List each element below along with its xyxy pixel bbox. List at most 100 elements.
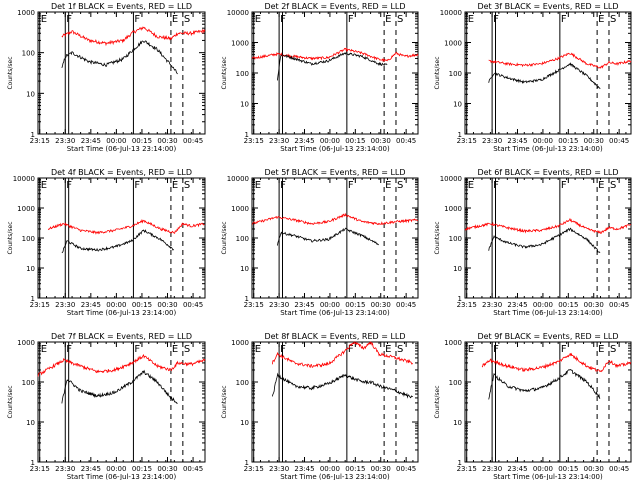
chart-panel-8: Det 8f BLACK = Events, RED = LLD 1 10 100 10… — [221, 332, 419, 480]
chart-panel-1: Det 1f BLACK = Events, RED = LLD 1 10 100 10… — [7, 2, 206, 153]
plot-frame — [251, 11, 419, 135]
y-axis-label: Counts/sec — [434, 385, 441, 418]
x-tick-label: 00:00 — [533, 137, 553, 145]
x-tick-label: 00:15 — [345, 301, 365, 309]
marker-label: S — [610, 180, 616, 191]
y-tick-label: 1 — [31, 295, 35, 303]
x-tick-label: 23:30 — [269, 301, 289, 309]
panel-title: Det 8f BLACK = Events, RED = LLD — [264, 332, 405, 341]
marker-label: S — [397, 180, 403, 191]
x-tick-label: 23:45 — [507, 137, 527, 145]
y-tick-label: 1 — [458, 459, 462, 467]
x-tick-label: 00:30 — [371, 465, 391, 473]
y-tick-label: 10 — [26, 90, 35, 98]
events-series-line — [488, 369, 601, 400]
x-tick-label: 00:15 — [132, 137, 152, 145]
marker-label: S — [184, 14, 190, 25]
x-tick-label: 00:00 — [533, 301, 553, 309]
x-tick-label: 00:30 — [371, 137, 391, 145]
panel-title: Det 6f BLACK = Events, RED = LLD — [477, 168, 618, 177]
x-tick-label: 00:45 — [609, 137, 629, 145]
marker-label: F — [280, 344, 286, 355]
marker-label: E — [172, 14, 178, 25]
plot-frame — [37, 177, 206, 299]
marker-label: F — [561, 344, 567, 355]
marker-label: F — [348, 14, 354, 25]
marker-label: F — [134, 180, 140, 191]
plot-frame — [37, 341, 206, 463]
x-axis-label: Start Time (06-Jul-13 23:14:00) — [67, 309, 177, 317]
x-tick-label: 23:15 — [457, 137, 477, 145]
panel-title: Det 2f BLACK = Events, RED = LLD — [264, 2, 405, 11]
x-tick-label: 00:30 — [157, 301, 177, 309]
y-tick-label: 10 — [453, 419, 462, 427]
x-axis-label: Start Time (06-Jul-13 23:14:00) — [280, 145, 390, 153]
x-tick-label: 00:30 — [157, 465, 177, 473]
x-tick-label: 00:30 — [584, 465, 604, 473]
chart-panel-6: Det 6f BLACK = Events, RED = LLD 1 10 100 10… — [434, 168, 632, 317]
y-tick-label: 1 — [458, 131, 462, 139]
y-tick-label: 10 — [453, 101, 462, 109]
plot-frame — [251, 177, 419, 299]
marker-label: S — [184, 344, 190, 355]
panel-title: Det 7f BLACK = Events, RED = LLD — [51, 332, 192, 341]
x-tick-label: 23:15 — [244, 465, 264, 473]
y-axis-label: Counts/sec — [7, 56, 14, 89]
marker-label: E — [41, 14, 47, 25]
x-tick-label: 00:15 — [345, 137, 365, 145]
marker-label: E — [255, 344, 261, 355]
marker-label: S — [610, 344, 616, 355]
marker-label: F — [493, 180, 499, 191]
x-axis-label: Start Time (06-Jul-13 23:14:00) — [493, 309, 603, 317]
x-tick-label: 00:45 — [396, 301, 416, 309]
y-tick-label: 1000 — [231, 40, 249, 48]
marker-label: F — [134, 14, 140, 25]
chart-panel-7: Det 7f BLACK = Events, RED = LLD 1 10 100 10… — [7, 332, 206, 480]
marker-label: F — [66, 14, 72, 25]
y-tick-label: 100 — [449, 70, 462, 78]
y-tick-label: 10000 — [227, 9, 249, 17]
y-tick-label: 1 — [245, 459, 249, 467]
plot-frame — [251, 341, 419, 463]
marker-label: F — [561, 180, 567, 191]
chart-panel-9: Det 9f BLACK = Events, RED = LLD 1 10 100 10… — [434, 332, 632, 480]
x-tick-label: 23:45 — [294, 465, 314, 473]
marker-label: E — [172, 344, 178, 355]
x-tick-label: 00:00 — [106, 137, 126, 145]
y-axis-label: Counts/sec — [221, 56, 228, 89]
marker-label: E — [255, 180, 261, 191]
marker-label: E — [255, 14, 261, 25]
x-tick-label: 00:00 — [106, 465, 126, 473]
x-tick-label: 23:15 — [457, 465, 477, 473]
marker-label: E — [41, 180, 47, 191]
y-tick-label: 100 — [22, 379, 35, 387]
y-tick-label: 10 — [453, 265, 462, 273]
y-axis-label: Counts/sec — [7, 385, 14, 418]
events-series-line — [61, 369, 178, 405]
y-tick-label: 10000 — [440, 175, 462, 183]
x-tick-label: 00:15 — [558, 301, 578, 309]
x-tick-label: 00:45 — [609, 465, 629, 473]
marker-label: E — [172, 180, 178, 191]
x-tick-label: 23:30 — [482, 137, 502, 145]
y-tick-label: 100 — [236, 235, 249, 243]
marker-label: S — [184, 180, 190, 191]
x-axis-label: Start Time (06-Jul-13 23:14:00) — [280, 309, 390, 317]
y-tick-label: 100 — [236, 70, 249, 78]
panel-title: Det 9f BLACK = Events, RED = LLD — [477, 332, 618, 341]
x-axis-label: Start Time (06-Jul-13 23:14:00) — [493, 145, 603, 153]
marker-label: E — [598, 180, 604, 191]
x-tick-label: 23:30 — [482, 301, 502, 309]
lld-series-line — [251, 212, 418, 226]
y-tick-label: 100 — [22, 235, 35, 243]
x-tick-label: 23:30 — [269, 465, 289, 473]
chart-panel-2: Det 2f BLACK = Events, RED = LLD 1 10 100 10… — [221, 2, 419, 153]
events-series-line — [271, 372, 413, 399]
x-tick-label: 00:45 — [396, 465, 416, 473]
y-tick-label: 1000 — [17, 9, 35, 17]
y-tick-label: 10 — [240, 419, 249, 427]
events-series-line — [61, 229, 175, 254]
marker-label: F — [280, 14, 286, 25]
x-tick-label: 00:15 — [132, 465, 152, 473]
